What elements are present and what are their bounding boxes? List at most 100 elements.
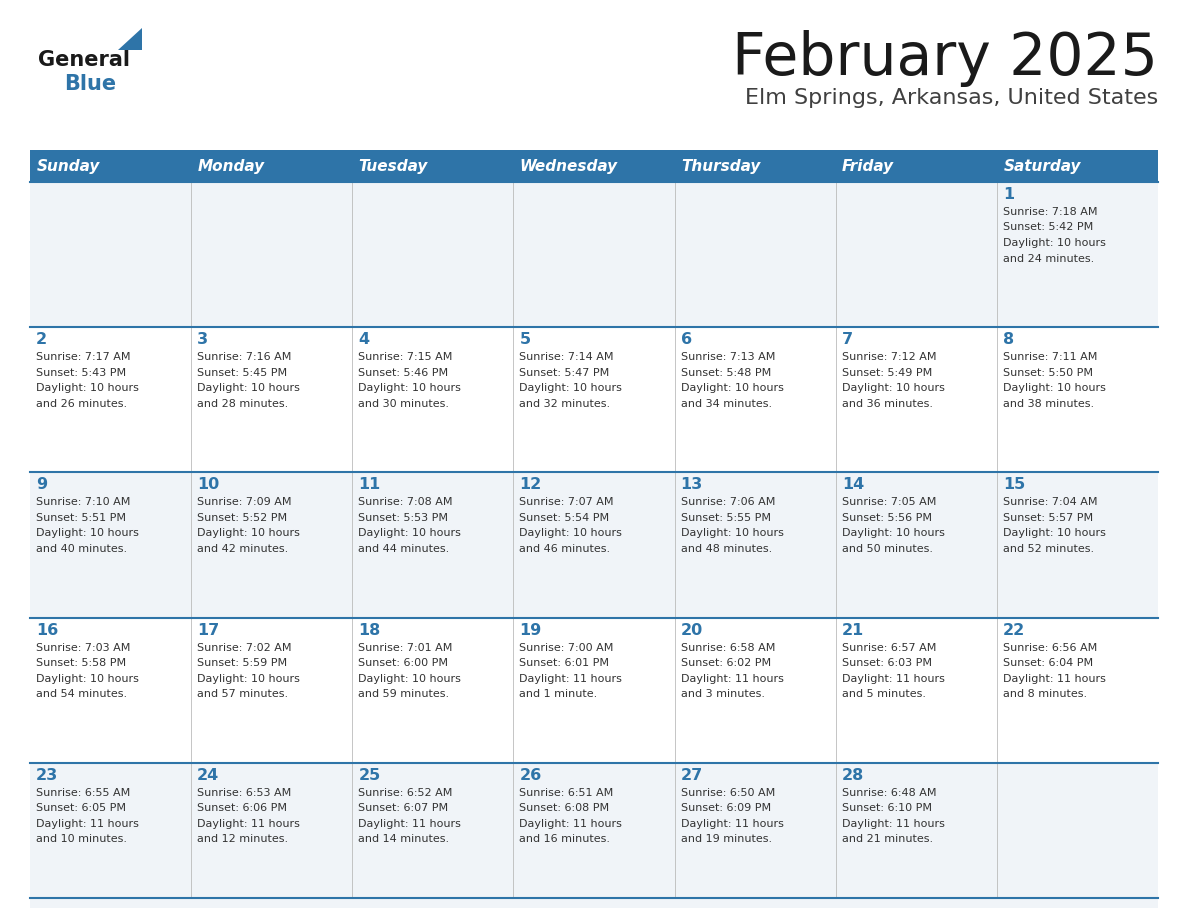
Text: 4: 4 — [359, 332, 369, 347]
Text: Sunrise: 7:03 AM: Sunrise: 7:03 AM — [36, 643, 131, 653]
Text: Daylight: 11 hours: Daylight: 11 hours — [36, 819, 139, 829]
Text: Thursday: Thursday — [681, 159, 760, 174]
Text: February 2025: February 2025 — [732, 30, 1158, 87]
Text: Sunset: 5:54 PM: Sunset: 5:54 PM — [519, 513, 609, 523]
Text: Sunset: 5:51 PM: Sunset: 5:51 PM — [36, 513, 126, 523]
Text: Sunrise: 6:52 AM: Sunrise: 6:52 AM — [359, 788, 453, 798]
Text: Sunrise: 7:17 AM: Sunrise: 7:17 AM — [36, 353, 131, 363]
Text: Sunset: 6:06 PM: Sunset: 6:06 PM — [197, 803, 287, 813]
Text: and 36 minutes.: and 36 minutes. — [842, 398, 933, 409]
Text: 18: 18 — [359, 622, 380, 638]
Text: Sunset: 6:10 PM: Sunset: 6:10 PM — [842, 803, 931, 813]
Text: and 3 minutes.: and 3 minutes. — [681, 689, 765, 700]
Text: Sunrise: 7:00 AM: Sunrise: 7:00 AM — [519, 643, 614, 653]
Text: Sunrise: 7:16 AM: Sunrise: 7:16 AM — [197, 353, 291, 363]
Text: Daylight: 11 hours: Daylight: 11 hours — [197, 819, 301, 829]
Text: and 14 minutes.: and 14 minutes. — [359, 834, 449, 845]
Text: Sunset: 5:58 PM: Sunset: 5:58 PM — [36, 658, 126, 668]
Text: Sunrise: 7:02 AM: Sunrise: 7:02 AM — [197, 643, 291, 653]
Text: and 54 minutes.: and 54 minutes. — [36, 689, 127, 700]
Text: Sunrise: 6:50 AM: Sunrise: 6:50 AM — [681, 788, 775, 798]
Text: Sunrise: 7:09 AM: Sunrise: 7:09 AM — [197, 498, 291, 508]
Text: Sunrise: 7:01 AM: Sunrise: 7:01 AM — [359, 643, 453, 653]
Text: Sunrise: 7:08 AM: Sunrise: 7:08 AM — [359, 498, 453, 508]
Text: and 42 minutes.: and 42 minutes. — [197, 543, 289, 554]
Text: Sunset: 5:57 PM: Sunset: 5:57 PM — [1003, 513, 1093, 523]
Text: and 50 minutes.: and 50 minutes. — [842, 543, 933, 554]
Text: 1: 1 — [1003, 187, 1015, 202]
Text: 14: 14 — [842, 477, 864, 492]
Text: Sunrise: 7:14 AM: Sunrise: 7:14 AM — [519, 353, 614, 363]
Text: 7: 7 — [842, 332, 853, 347]
Text: Daylight: 10 hours: Daylight: 10 hours — [197, 383, 301, 393]
Text: 23: 23 — [36, 767, 58, 783]
Text: Sunset: 6:05 PM: Sunset: 6:05 PM — [36, 803, 126, 813]
Text: Sunrise: 6:57 AM: Sunrise: 6:57 AM — [842, 643, 936, 653]
Text: Daylight: 11 hours: Daylight: 11 hours — [519, 674, 623, 684]
Text: 24: 24 — [197, 767, 220, 783]
Bar — [30, 618, 1158, 763]
Text: Daylight: 10 hours: Daylight: 10 hours — [36, 529, 139, 538]
Bar — [30, 763, 1158, 908]
Text: 6: 6 — [681, 332, 691, 347]
Text: Daylight: 10 hours: Daylight: 10 hours — [197, 529, 301, 538]
Text: Tuesday: Tuesday — [359, 159, 428, 174]
Text: Sunrise: 7:04 AM: Sunrise: 7:04 AM — [1003, 498, 1098, 508]
Text: 15: 15 — [1003, 477, 1025, 492]
Text: Sunset: 5:47 PM: Sunset: 5:47 PM — [519, 368, 609, 377]
Text: 9: 9 — [36, 477, 48, 492]
Text: Daylight: 11 hours: Daylight: 11 hours — [842, 674, 944, 684]
Text: and 5 minutes.: and 5 minutes. — [842, 689, 925, 700]
Text: Sunset: 6:01 PM: Sunset: 6:01 PM — [519, 658, 609, 668]
Text: Daylight: 10 hours: Daylight: 10 hours — [842, 383, 944, 393]
Text: Daylight: 10 hours: Daylight: 10 hours — [842, 529, 944, 538]
Text: and 40 minutes.: and 40 minutes. — [36, 543, 127, 554]
Bar — [30, 182, 1158, 327]
Text: Daylight: 10 hours: Daylight: 10 hours — [1003, 238, 1106, 248]
Text: Sunset: 6:03 PM: Sunset: 6:03 PM — [842, 658, 931, 668]
Text: 2: 2 — [36, 332, 48, 347]
Text: Sunset: 5:59 PM: Sunset: 5:59 PM — [197, 658, 287, 668]
Text: Sunrise: 6:51 AM: Sunrise: 6:51 AM — [519, 788, 614, 798]
Text: Daylight: 10 hours: Daylight: 10 hours — [197, 674, 301, 684]
Text: and 34 minutes.: and 34 minutes. — [681, 398, 772, 409]
Text: Sunset: 5:48 PM: Sunset: 5:48 PM — [681, 368, 771, 377]
Text: 5: 5 — [519, 332, 531, 347]
Text: Sunday: Sunday — [37, 159, 100, 174]
Text: 3: 3 — [197, 332, 208, 347]
Text: Sunrise: 6:53 AM: Sunrise: 6:53 AM — [197, 788, 291, 798]
Text: Sunrise: 7:12 AM: Sunrise: 7:12 AM — [842, 353, 936, 363]
Bar — [30, 473, 1158, 618]
Text: and 8 minutes.: and 8 minutes. — [1003, 689, 1087, 700]
Text: and 12 minutes.: and 12 minutes. — [197, 834, 289, 845]
Text: 20: 20 — [681, 622, 703, 638]
Text: Daylight: 11 hours: Daylight: 11 hours — [519, 819, 623, 829]
Text: Daylight: 10 hours: Daylight: 10 hours — [1003, 529, 1106, 538]
Text: Daylight: 10 hours: Daylight: 10 hours — [1003, 383, 1106, 393]
Text: Sunrise: 6:48 AM: Sunrise: 6:48 AM — [842, 788, 936, 798]
Text: Daylight: 11 hours: Daylight: 11 hours — [842, 819, 944, 829]
Text: Sunset: 6:09 PM: Sunset: 6:09 PM — [681, 803, 771, 813]
Text: 13: 13 — [681, 477, 703, 492]
Text: Daylight: 10 hours: Daylight: 10 hours — [36, 674, 139, 684]
Text: Daylight: 10 hours: Daylight: 10 hours — [359, 529, 461, 538]
Text: Sunrise: 6:58 AM: Sunrise: 6:58 AM — [681, 643, 775, 653]
Text: Sunset: 5:53 PM: Sunset: 5:53 PM — [359, 513, 448, 523]
Text: and 28 minutes.: and 28 minutes. — [197, 398, 289, 409]
Text: Elm Springs, Arkansas, United States: Elm Springs, Arkansas, United States — [745, 88, 1158, 108]
Text: and 19 minutes.: and 19 minutes. — [681, 834, 772, 845]
Text: Daylight: 11 hours: Daylight: 11 hours — [681, 819, 783, 829]
Text: Sunrise: 7:05 AM: Sunrise: 7:05 AM — [842, 498, 936, 508]
Text: Sunrise: 7:07 AM: Sunrise: 7:07 AM — [519, 498, 614, 508]
Text: Daylight: 11 hours: Daylight: 11 hours — [1003, 674, 1106, 684]
Text: Sunset: 5:56 PM: Sunset: 5:56 PM — [842, 513, 931, 523]
Text: and 1 minute.: and 1 minute. — [519, 689, 598, 700]
Text: General: General — [38, 50, 129, 70]
Text: Friday: Friday — [842, 159, 895, 174]
Text: and 10 minutes.: and 10 minutes. — [36, 834, 127, 845]
Text: Sunset: 6:07 PM: Sunset: 6:07 PM — [359, 803, 448, 813]
Text: Sunset: 6:02 PM: Sunset: 6:02 PM — [681, 658, 771, 668]
Text: 16: 16 — [36, 622, 58, 638]
Text: Daylight: 10 hours: Daylight: 10 hours — [519, 529, 623, 538]
Text: Sunrise: 6:55 AM: Sunrise: 6:55 AM — [36, 788, 131, 798]
